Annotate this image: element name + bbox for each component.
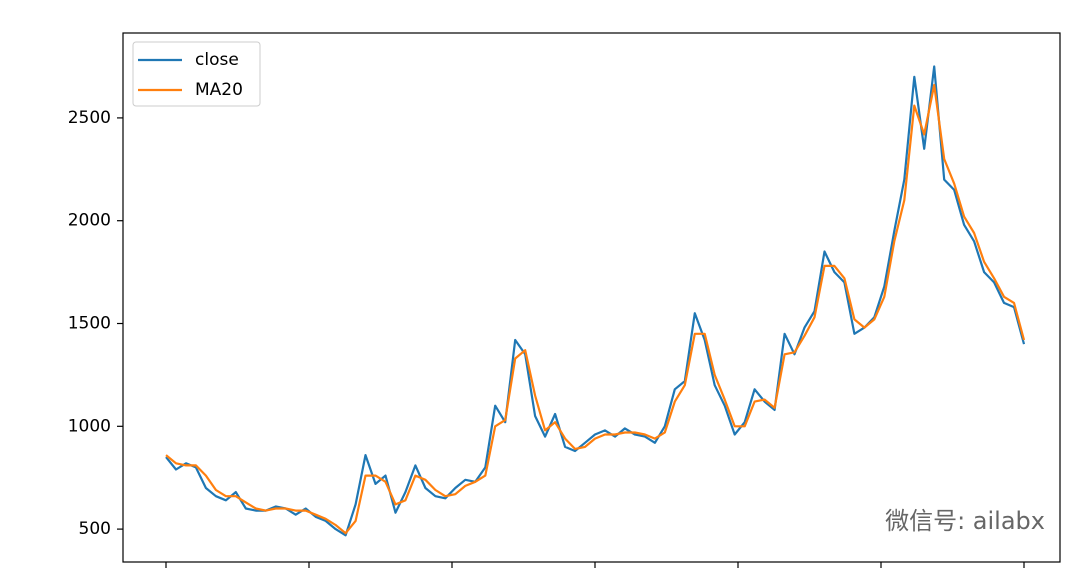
y-tick-label: 500 — [79, 519, 111, 539]
y-tick-label: 1500 — [68, 314, 111, 334]
series-line — [165, 65, 1026, 537]
y-tick-label: 2500 — [68, 108, 111, 128]
x-ticks — [165, 562, 1025, 568]
y-tick-label: 2000 — [68, 211, 111, 231]
legend-label: MA20 — [195, 80, 243, 100]
legend-label: close — [195, 50, 239, 70]
y-tick-label: 1000 — [68, 416, 111, 436]
watermark: 微信号: ailabx — [885, 507, 1045, 535]
series-line — [165, 83, 1026, 535]
plot-frame — [122, 32, 1061, 563]
